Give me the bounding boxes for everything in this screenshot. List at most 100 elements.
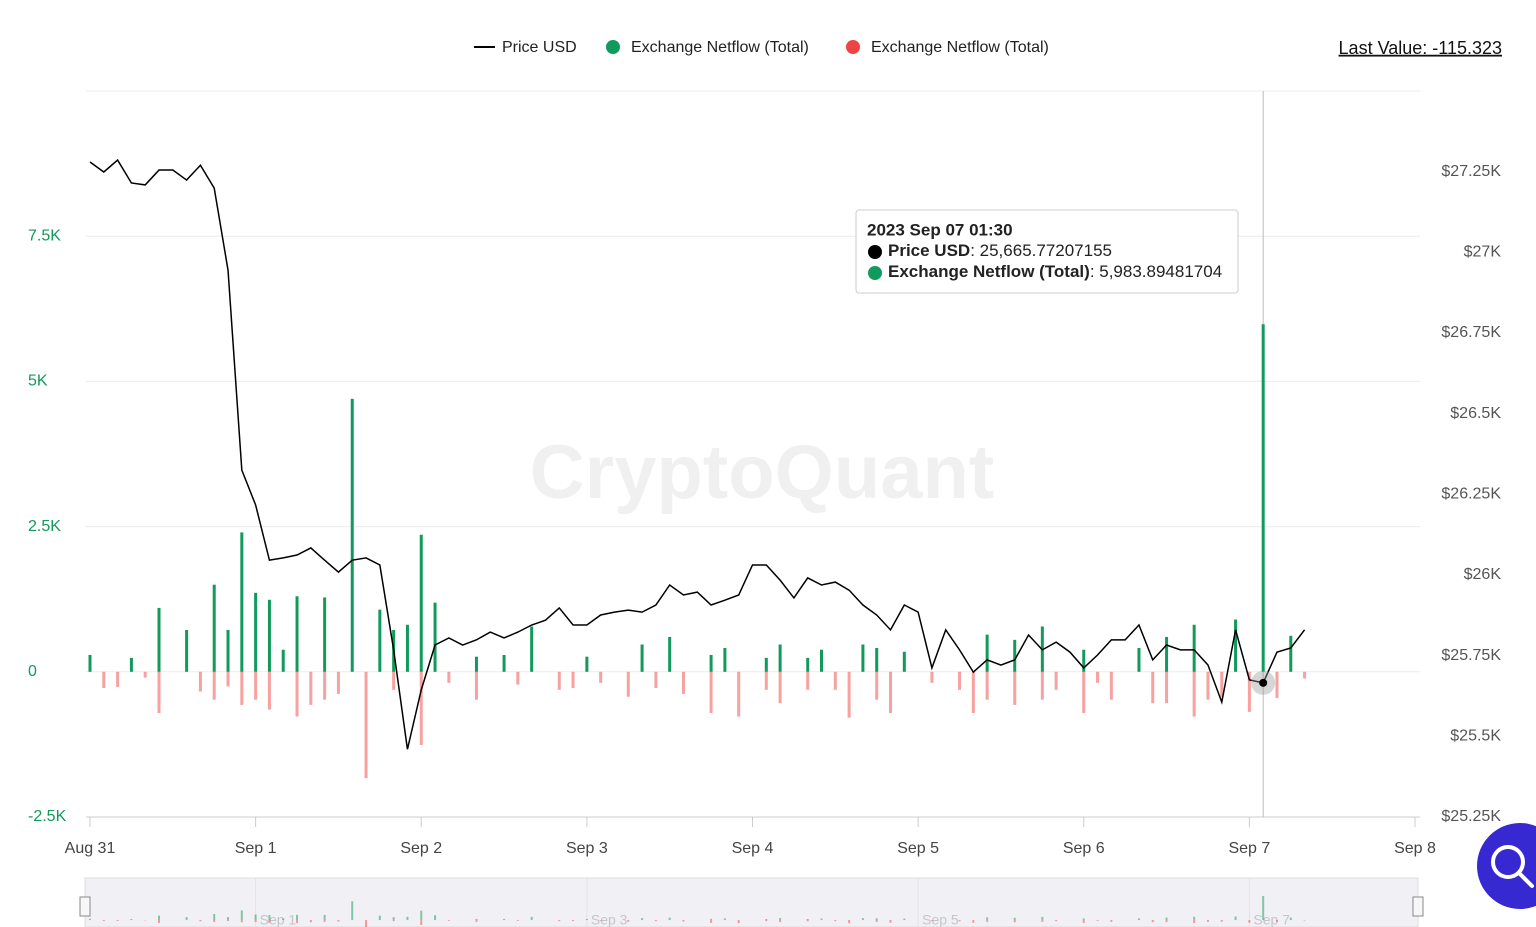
bar	[516, 671, 520, 685]
bar	[405, 624, 409, 672]
navigator-bar	[765, 920, 768, 922]
bar	[640, 644, 644, 672]
bar	[392, 671, 396, 690]
tooltip-title: 2023 Sep 07 01:30	[867, 220, 1013, 239]
bar	[102, 671, 106, 689]
bar	[350, 398, 354, 672]
legend-label: Price USD	[502, 39, 577, 56]
bar	[958, 671, 962, 690]
hover-point	[1259, 678, 1268, 687]
bar	[971, 671, 975, 714]
navigator-bar	[268, 920, 271, 923]
bar	[1013, 671, 1017, 705]
navigator-bar	[240, 910, 243, 920]
bar	[764, 671, 768, 690]
y2-tick-label: $25.5K	[1450, 728, 1501, 745]
bar	[1096, 671, 1100, 683]
bar	[875, 671, 879, 700]
bar	[902, 651, 906, 672]
bar	[1206, 671, 1210, 700]
bar	[226, 671, 230, 687]
navigator-bar	[1262, 896, 1265, 920]
bar	[295, 671, 299, 717]
y2-tick-label: $26K	[1464, 566, 1502, 583]
navigator-bar	[254, 914, 257, 920]
tooltip-box	[855, 209, 1239, 294]
search-circle	[1477, 823, 1536, 909]
navigator-bar	[420, 910, 423, 920]
legend-label: Exchange Netflow (Total)	[871, 39, 1049, 56]
bar	[336, 671, 340, 694]
navigator-bar	[1055, 920, 1058, 922]
y2-tick-label: $26.5K	[1450, 405, 1501, 422]
bar	[240, 532, 244, 672]
x-tick-label: Sep 3	[566, 840, 608, 857]
legend-marker	[846, 40, 860, 54]
bar	[571, 671, 575, 689]
navigator-bar	[254, 920, 257, 922]
navigator-bar	[351, 901, 354, 920]
bar	[1261, 324, 1265, 672]
x-tick-label: Sep 4	[732, 840, 774, 857]
bar	[240, 671, 244, 705]
bar	[668, 636, 672, 672]
navigator-bar	[1206, 920, 1209, 922]
navigator-bar	[834, 920, 837, 922]
tooltip-item-name: Price USD	[888, 241, 970, 260]
navigator-bar	[986, 920, 989, 922]
navigator-bar	[296, 920, 299, 924]
bar	[833, 671, 837, 690]
x-tick-label: Sep 7	[1228, 840, 1270, 857]
navigator-label: Sep 5	[922, 912, 959, 927]
bar	[295, 596, 299, 672]
bar	[474, 671, 478, 700]
bar	[419, 534, 423, 672]
navigator-label: Sep 3	[591, 912, 628, 927]
bar	[254, 592, 258, 672]
x-tick-label: Aug 31	[65, 840, 116, 857]
navigator-bar	[199, 920, 202, 922]
navigator-handle[interactable]	[79, 896, 91, 917]
bar	[212, 584, 216, 672]
navigator-handle[interactable]	[1412, 896, 1424, 917]
navigator-bar	[130, 919, 133, 920]
navigator-bar	[820, 918, 823, 920]
navigator-bar	[723, 918, 726, 920]
navigator	[84, 877, 1419, 927]
y2-tick-label: $27K	[1464, 244, 1502, 261]
bar	[1054, 671, 1058, 690]
navigator-bar	[1165, 920, 1168, 923]
bar	[447, 671, 451, 683]
navigator-bar	[875, 918, 878, 920]
bar	[212, 671, 216, 700]
bar	[157, 671, 161, 714]
bar	[1289, 635, 1293, 672]
bar	[599, 671, 603, 683]
tooltip-item: Exchange Netflow (Total): 5,983.89481704	[888, 262, 1222, 281]
bar	[1165, 636, 1169, 672]
navigator-bar	[641, 918, 644, 920]
navigator-bar	[889, 920, 892, 923]
navigator-bar	[779, 920, 782, 923]
navigator-bar	[779, 918, 782, 920]
search-button[interactable]	[1477, 823, 1536, 909]
tooltip-item-value: : 25,665.77207155	[970, 241, 1112, 260]
navigator-bar	[227, 917, 230, 920]
navigator-bar	[903, 918, 906, 920]
navigator-bar	[710, 920, 713, 923]
bar	[88, 654, 92, 672]
navigator-bar	[958, 920, 961, 922]
tooltip-item: Price USD: 25,665.77207155	[888, 241, 1112, 260]
last-value[interactable]: Last Value: -115.323	[1339, 38, 1502, 58]
navigator-bar	[1289, 917, 1292, 920]
bar	[267, 671, 271, 710]
navigator-bar	[972, 920, 975, 923]
bar	[323, 597, 327, 672]
bar	[474, 656, 478, 672]
navigator-bar	[986, 917, 989, 920]
bar	[985, 671, 989, 700]
bar	[1013, 639, 1017, 672]
navigator-bar	[323, 920, 326, 922]
navigator-bar	[1165, 917, 1168, 920]
x-tick-label: Sep 5	[897, 840, 939, 857]
